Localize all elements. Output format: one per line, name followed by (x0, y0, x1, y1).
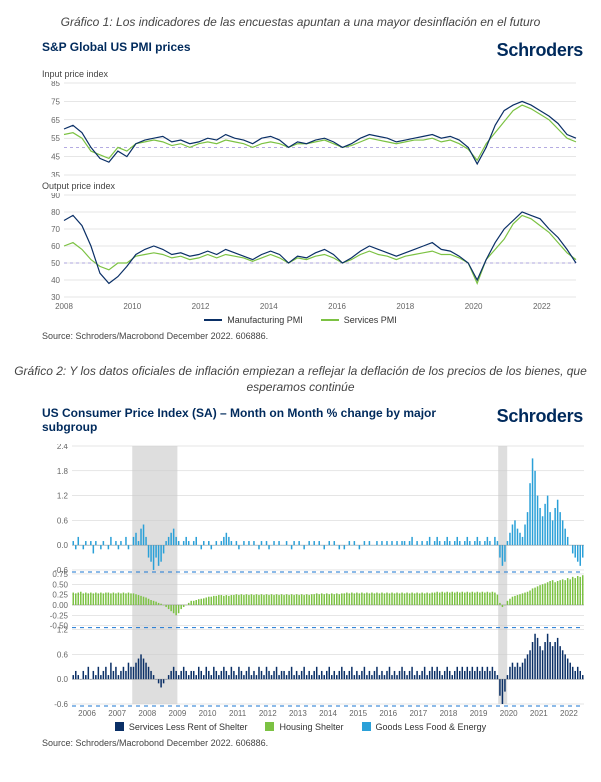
chart-2-source: Source: Schroders/Macrobond December 202… (14, 738, 587, 748)
svg-text:2018: 2018 (440, 709, 458, 718)
svg-text:2017: 2017 (409, 709, 427, 718)
svg-text:65: 65 (51, 116, 60, 125)
svg-text:55: 55 (51, 134, 60, 143)
svg-text:0.6: 0.6 (57, 650, 69, 659)
svg-text:2.4: 2.4 (57, 444, 69, 451)
svg-text:45: 45 (51, 153, 60, 162)
legend-label: Housing Shelter (279, 722, 343, 732)
svg-text:2020: 2020 (500, 709, 518, 718)
svg-text:75: 75 (51, 98, 60, 107)
chart-1-panel-a: 35 45 55 65 75 85 (42, 81, 582, 177)
svg-text:2019: 2019 (470, 709, 488, 718)
chart-1-source: Source: Schroders/Macrobond December 202… (14, 331, 587, 341)
chart-1-title: S&P Global US PMI prices (42, 40, 191, 54)
svg-text:2013: 2013 (289, 709, 307, 718)
legend-label: Services Less Rent of Shelter (129, 722, 248, 732)
svg-text:2008: 2008 (55, 302, 73, 311)
svg-text:2010: 2010 (123, 302, 141, 311)
svg-text:90: 90 (51, 193, 60, 200)
svg-text:30: 30 (51, 293, 60, 302)
svg-text:2006: 2006 (78, 709, 96, 718)
caption-1: Gráfico 1: Los indicadores de las encues… (14, 14, 587, 30)
brand-2: Schroders (497, 406, 583, 427)
svg-text:1.8: 1.8 (57, 466, 69, 475)
legend-label: Goods Less Food & Energy (376, 722, 487, 732)
legend-label: Services PMI (344, 315, 397, 325)
chart-2-title: US Consumer Price Index (SA) – Month on … (42, 406, 452, 434)
svg-text:2010: 2010 (199, 709, 217, 718)
svg-text:0.00: 0.00 (52, 601, 68, 610)
panel-b-subtitle: Output price index (14, 181, 587, 191)
svg-text:-0.25: -0.25 (50, 611, 69, 620)
svg-text:85: 85 (51, 81, 60, 88)
svg-text:2008: 2008 (138, 709, 156, 718)
svg-text:60: 60 (51, 242, 60, 251)
svg-text:2014: 2014 (260, 302, 278, 311)
svg-text:40: 40 (51, 276, 60, 285)
svg-text:0.75: 0.75 (52, 570, 68, 579)
svg-text:2016: 2016 (379, 709, 397, 718)
svg-text:2020: 2020 (465, 302, 483, 311)
chart-2-legend: Services Less Rent of Shelter Housing Sh… (14, 722, 587, 732)
svg-text:-0.6: -0.6 (54, 700, 68, 709)
chart-2: US Consumer Price Index (SA) – Month on … (14, 406, 587, 748)
svg-text:1.2: 1.2 (57, 625, 69, 634)
caption-2: Gráfico 2: Y los datos oficiales de infl… (14, 363, 587, 395)
brand-1: Schroders (497, 40, 583, 61)
svg-text:2016: 2016 (328, 302, 346, 311)
panel-a-subtitle: Input price index (14, 69, 587, 79)
svg-text:0.6: 0.6 (57, 516, 69, 525)
svg-text:2009: 2009 (169, 709, 187, 718)
svg-text:0.0: 0.0 (57, 675, 69, 684)
chart-1: S&P Global US PMI prices Schroders Input… (14, 40, 587, 341)
svg-text:35: 35 (51, 171, 60, 177)
chart-2-panels: -0.60.00.61.21.82.4-0.50-0.250.000.250.5… (42, 444, 590, 718)
svg-text:2012: 2012 (259, 709, 277, 718)
svg-text:2022: 2022 (533, 302, 551, 311)
svg-text:2018: 2018 (396, 302, 414, 311)
svg-text:0.0: 0.0 (57, 541, 69, 550)
svg-text:0.50: 0.50 (52, 580, 68, 589)
svg-text:70: 70 (51, 225, 60, 234)
chart-1-panel-b: 30 40 50 60 70 80 90 2008 2010 2012 2014 2016 2018 20… (42, 193, 582, 311)
svg-text:2012: 2012 (192, 302, 210, 311)
legend-label: Manufacturing PMI (227, 315, 303, 325)
chart-1-legend: Manufacturing PMI Services PMI (14, 315, 587, 325)
svg-text:2014: 2014 (319, 709, 337, 718)
svg-text:0.25: 0.25 (52, 590, 68, 599)
svg-text:2015: 2015 (349, 709, 367, 718)
svg-text:1.2: 1.2 (57, 491, 69, 500)
svg-text:2011: 2011 (229, 709, 247, 718)
svg-text:50: 50 (51, 259, 60, 268)
svg-text:2022: 2022 (560, 709, 578, 718)
svg-text:2021: 2021 (530, 709, 548, 718)
svg-text:2007: 2007 (108, 709, 126, 718)
svg-text:80: 80 (51, 208, 60, 217)
